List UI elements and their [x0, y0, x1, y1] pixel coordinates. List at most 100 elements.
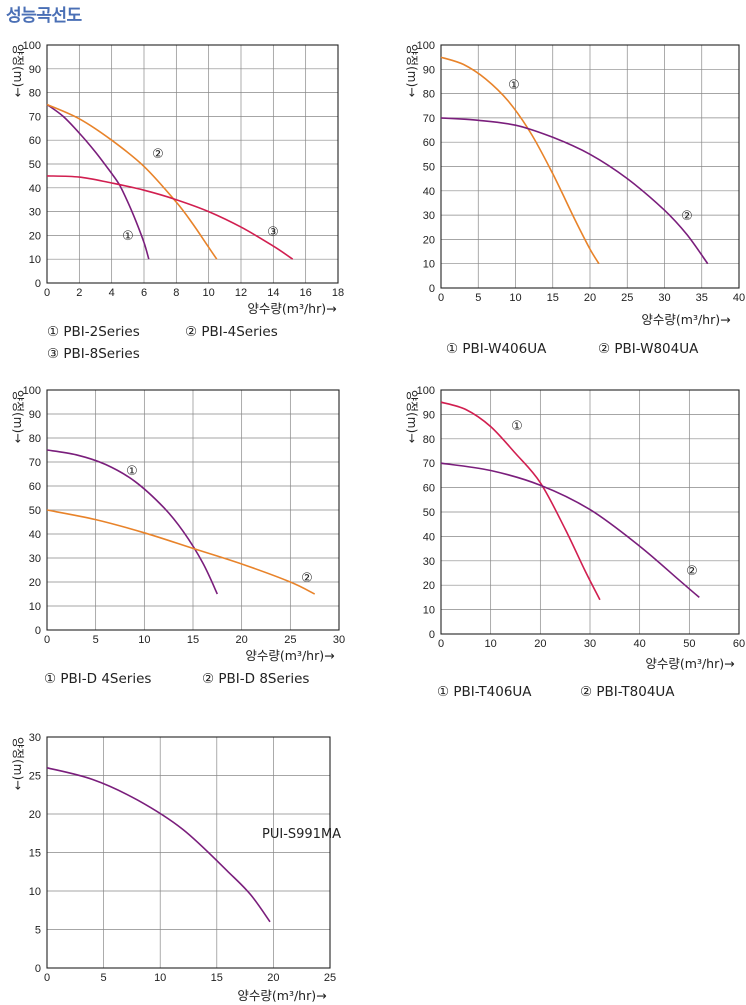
x-tick-label: 5	[101, 972, 107, 984]
series-line	[440, 401, 601, 601]
x-tick-label: 25	[324, 972, 336, 984]
x-tick-label: 6	[141, 287, 147, 299]
y-tick-label: 0	[429, 629, 435, 641]
x-tick-label: 4	[109, 287, 115, 299]
y-tick-label: 50	[423, 162, 435, 174]
series-marker-label: PUI-S991MA	[262, 827, 341, 842]
y-tick-label: 60	[423, 137, 435, 149]
series-marker-label: ①	[508, 78, 520, 93]
series-marker-label: ②	[301, 571, 313, 586]
y-tick-label: 20	[423, 580, 435, 592]
x-tick-label: 25	[284, 634, 296, 646]
x-tick-label: 14	[267, 287, 279, 299]
y-axis-label: 양정(m)→	[11, 44, 25, 97]
y-tick-label: 70	[423, 458, 435, 470]
legend-item: ② PBI-D 8Series	[202, 671, 310, 687]
x-axis-label: 양수량(m³/hr)→	[641, 312, 730, 327]
y-axis-label: 양정(m)→	[11, 390, 25, 443]
x-tick-label: 10	[138, 634, 150, 646]
x-tick-label: 10	[509, 292, 521, 304]
y-tick-label: 0	[35, 278, 41, 290]
series-line	[46, 103, 150, 260]
y-tick-label: 50	[29, 505, 41, 517]
legend-item: ① PBI-2Series	[47, 324, 140, 340]
series-marker-label: ①	[122, 229, 134, 244]
y-tick-label: 15	[29, 848, 41, 860]
y-tick-label: 20	[29, 577, 41, 589]
y-tick-label: 100	[417, 40, 435, 52]
series-marker-label: ②	[681, 209, 693, 224]
x-tick-label: 30	[584, 638, 596, 650]
series-marker-label: ②	[152, 147, 164, 162]
series-marker-label: ①	[511, 419, 523, 434]
y-tick-label: 5	[35, 925, 41, 937]
x-tick-label: 30	[658, 292, 670, 304]
x-tick-label: 18	[332, 287, 344, 299]
y-tick-label: 10	[423, 259, 435, 271]
plot-frame	[440, 44, 740, 289]
x-tick-label: 5	[475, 292, 481, 304]
y-tick-label: 90	[29, 409, 41, 421]
y-axis-label: 양정(m)→	[405, 44, 419, 97]
y-tick-label: 10	[423, 605, 435, 617]
x-tick-label: 8	[173, 287, 179, 299]
x-tick-label: 20	[584, 292, 596, 304]
series-line	[46, 175, 294, 260]
y-tick-label: 90	[423, 64, 435, 76]
x-axis-label: 양수량(m³/hr)→	[645, 656, 734, 671]
y-tick-label: 50	[423, 507, 435, 519]
series-line	[440, 56, 600, 265]
y-tick-label: 30	[423, 556, 435, 568]
y-tick-label: 90	[423, 409, 435, 421]
series-marker-label: ③	[267, 225, 279, 240]
x-tick-label: 40	[634, 638, 646, 650]
x-tick-label: 10	[485, 638, 497, 650]
y-tick-label: 60	[29, 481, 41, 493]
x-axis-label: 양수량(m³/hr)→	[237, 988, 326, 1003]
y-tick-label: 30	[29, 553, 41, 565]
y-tick-label: 80	[29, 433, 41, 445]
legend-item: ① PBI-T406UA	[437, 684, 532, 700]
y-tick-label: 20	[29, 809, 41, 821]
y-axis-label: 양정(m)→	[405, 390, 419, 443]
series-marker-label: ①	[126, 464, 138, 479]
y-tick-label: 80	[29, 88, 41, 100]
y-tick-label: 80	[423, 89, 435, 101]
legend-item: ① PBI-W406UA	[446, 341, 547, 357]
y-tick-label: 100	[23, 385, 41, 397]
x-axis-label: 양수량(m³/hr)→	[247, 301, 336, 316]
x-tick-label: 10	[203, 287, 215, 299]
x-tick-label: 20	[236, 634, 248, 646]
x-tick-label: 0	[44, 972, 50, 984]
x-tick-label: 15	[187, 634, 199, 646]
y-tick-label: 100	[23, 40, 41, 52]
y-tick-label: 70	[29, 111, 41, 123]
x-tick-label: 30	[333, 634, 345, 646]
y-tick-label: 60	[423, 483, 435, 495]
x-tick-label: 0	[438, 638, 444, 650]
y-tick-label: 30	[423, 210, 435, 222]
y-tick-label: 0	[35, 963, 41, 975]
x-tick-label: 0	[438, 292, 444, 304]
y-tick-label: 40	[29, 183, 41, 195]
page-title: 성능곡선도	[6, 6, 82, 26]
legend-item: ③ PBI-8Series	[47, 346, 140, 362]
x-tick-label: 0	[44, 634, 50, 646]
x-tick-label: 2	[76, 287, 82, 299]
series-line	[46, 767, 271, 923]
y-tick-label: 60	[29, 135, 41, 147]
x-tick-label: 25	[621, 292, 633, 304]
plot-frame	[46, 736, 331, 969]
y-tick-label: 25	[29, 771, 41, 783]
y-tick-label: 70	[29, 457, 41, 469]
x-tick-label: 50	[683, 638, 695, 650]
x-tick-label: 5	[93, 634, 99, 646]
x-tick-label: 15	[547, 292, 559, 304]
y-tick-label: 40	[423, 531, 435, 543]
x-axis-label: 양수량(m³/hr)→	[245, 648, 334, 663]
y-tick-label: 40	[423, 186, 435, 198]
